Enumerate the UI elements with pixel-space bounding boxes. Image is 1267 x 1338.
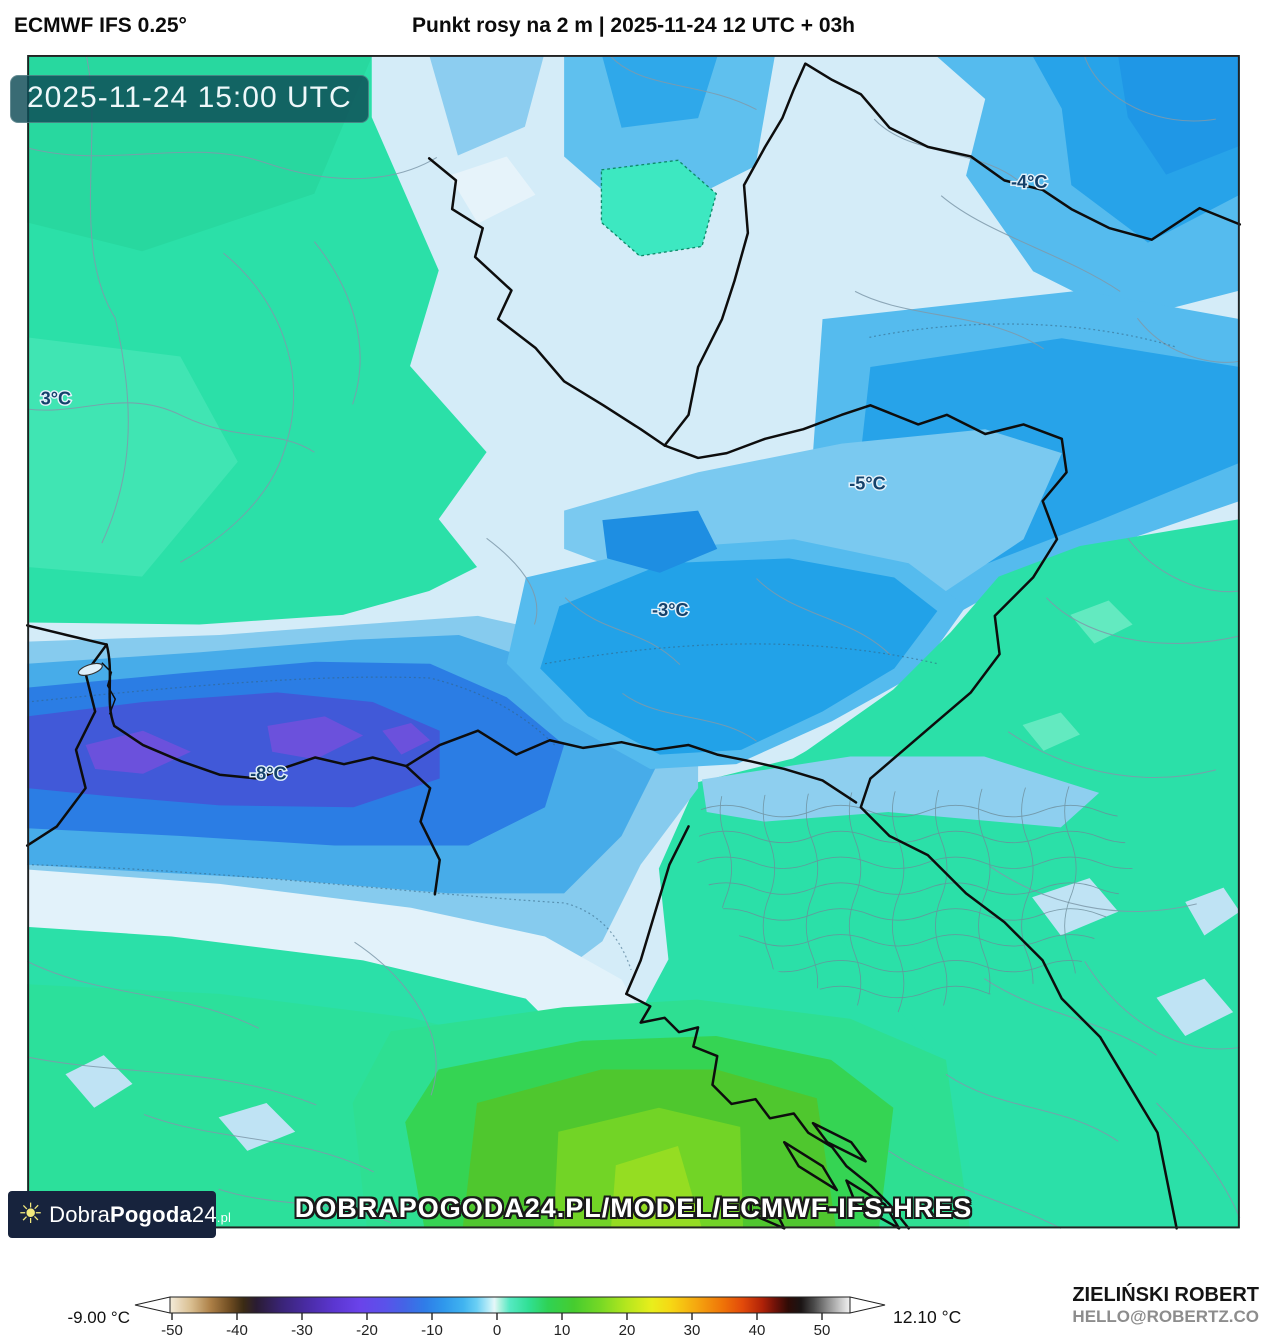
tick-minus40: -40 — [226, 1322, 248, 1338]
tick-minus20: -20 — [356, 1322, 378, 1338]
attribution-name: ZIELIŃSKI ROBERT — [1072, 1284, 1259, 1306]
tick-minus30: -30 — [291, 1322, 313, 1338]
tick-minus10: -10 — [421, 1322, 443, 1338]
colorbar-left-arrow — [134, 1296, 171, 1314]
timestamp-badge: 2025-11-24 15:00 UTC — [10, 75, 369, 123]
colorbar-max-value: 12.10 °C — [893, 1307, 961, 1327]
colorbar-tick-labels: -50 -40 -30 -20 -10 0 10 20 30 40 50 — [161, 1322, 830, 1338]
map-canvas: -4°C 3°C -5°C -3°C -8°C — [25, 55, 1242, 1230]
map-label-minus5: -5°C — [849, 474, 886, 494]
logo-part-dobra: Dobra — [49, 1201, 111, 1227]
logo-text: DobraPogoda24.pl — [49, 1202, 231, 1228]
map-label-3: 3°C — [41, 388, 72, 408]
colorbar-gradient — [169, 1296, 851, 1314]
map-label-minus8: -8°C — [250, 763, 287, 783]
tick-20: 20 — [619, 1322, 636, 1338]
lake-bodensee — [77, 662, 117, 715]
sun-icon: ☀ — [18, 1197, 44, 1229]
attribution: ZIELIŃSKI ROBERT HELLO@ROBERTZ.CO — [1072, 1284, 1259, 1327]
logo-part-24: 24 — [191, 1201, 217, 1227]
weather-map: -4°C 3°C -5°C -3°C -8°C 2025-11-24 15:00… — [0, 55, 1267, 1281]
tick-10: 10 — [554, 1322, 571, 1338]
model-name: ECMWF IFS 0.25° — [14, 14, 187, 37]
map-label-minus4: -4°C — [1011, 172, 1048, 192]
logo-part-pogoda: Pogoda — [110, 1201, 192, 1227]
country-borders — [25, 62, 1242, 1230]
tick-minus50: -50 — [161, 1322, 183, 1338]
dobrapogoda-logo: ☀ DobraPogoda24.pl — [8, 1191, 231, 1238]
colorbar-right-arrow — [849, 1296, 886, 1314]
page-title: Punkt rosy na 2 m | 2025-11-24 12 UTC + … — [412, 14, 855, 37]
footer: -9.00 °C 12.10 °C -50 -40 -30 -20 -10 0 … — [0, 1281, 1267, 1338]
watermark-url: DOBRAPOGODA24.PL/MODEL/ECMWF-IFS-HRES — [294, 1193, 973, 1223]
colorbar: -9.00 °C 12.10 °C -50 -40 -30 -20 -10 0 … — [67, 1296, 961, 1338]
tick-0: 0 — [493, 1322, 501, 1338]
tick-50: 50 — [814, 1322, 831, 1338]
logo-part-pl: .pl — [216, 1209, 232, 1225]
contour-lines — [27, 323, 1176, 971]
tick-40: 40 — [749, 1322, 766, 1338]
colorbar-tick-marks — [171, 1313, 823, 1320]
map-frame — [27, 55, 1240, 1229]
dewpoint-fill-layers — [27, 55, 1240, 1229]
map-label-minus3: -3°C — [652, 600, 689, 620]
tick-30: 30 — [684, 1322, 701, 1338]
attribution-email: HELLO@ROBERTZ.CO — [1072, 1307, 1259, 1326]
colorbar-min-value: -9.00 °C — [67, 1308, 130, 1327]
header: ECMWF IFS 0.25° Punkt rosy na 2 m | 2025… — [0, 0, 1267, 55]
